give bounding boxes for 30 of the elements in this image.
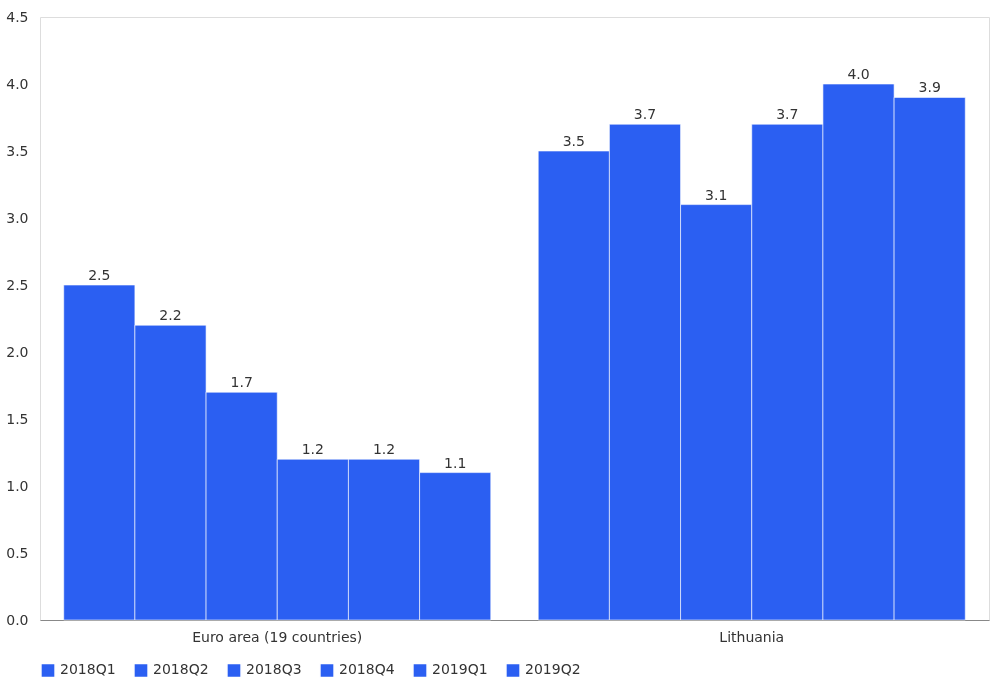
y-tick-label: 3.0 — [6, 209, 29, 226]
data-label: 1.2 — [372, 441, 396, 458]
data-label: 3.7 — [776, 106, 799, 123]
y-tick-label: 0.0 — [6, 611, 29, 628]
y-tick-label: 4.0 — [6, 75, 29, 92]
data-label: 2.5 — [88, 267, 111, 283]
data-label: 2.2 — [159, 307, 182, 324]
y-tick-label: 2.5 — [6, 276, 29, 293]
data-label: 3.1 — [705, 186, 728, 203]
data-label: 3.7 — [633, 106, 657, 123]
y-tick-label: 1.0 — [6, 477, 29, 494]
data-label: 4.0 — [847, 66, 870, 82]
legend-label: 2018Q3 — [246, 661, 302, 678]
legend-label: 2019Q2 — [525, 661, 581, 678]
x-tick-label: Lithuania — [719, 628, 785, 645]
y-tick-label: 0.5 — [6, 544, 29, 561]
y-tick-label: 4.5 — [6, 8, 29, 25]
data-label: 1.2 — [301, 441, 324, 458]
data-label: 1.7 — [230, 374, 253, 391]
legend-label: 2019Q1 — [432, 661, 488, 678]
y-tick-label: 2.0 — [6, 343, 29, 360]
data-label: 3.5 — [562, 133, 585, 149]
y-tick-label: 1.5 — [6, 410, 29, 427]
legend-label: 2018Q4 — [339, 661, 395, 678]
x-tick-label: Euro area (19 countries) — [192, 628, 363, 645]
data-label: 1.1 — [444, 454, 467, 471]
y-tick-label: 3.5 — [6, 142, 29, 159]
legend-label: 2018Q2 — [153, 661, 209, 678]
data-label: 3.9 — [918, 79, 941, 96]
legend-label: 2018Q1 — [60, 661, 116, 678]
